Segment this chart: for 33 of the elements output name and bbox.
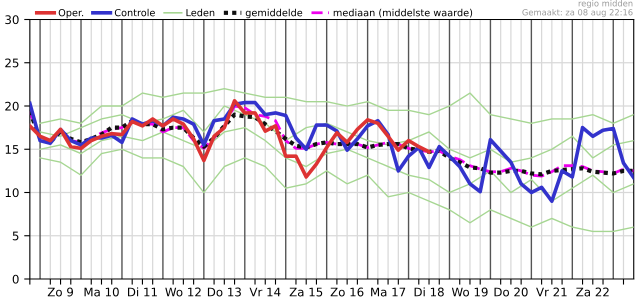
x-tick-label: Ma 10 [84,288,119,296]
x-tick-label: Wo 12 [165,288,201,296]
x-tick-label: Vr 21 [536,288,567,296]
y-tick-label: 15 [6,145,18,154]
legend-label: mediaan (middelste waarde) [334,8,472,18]
legend-label: Oper. [58,8,84,18]
x-tick-label: Zo 9 [48,288,74,296]
line-series [39,148,634,232]
y-tick-label: 20 [5,102,19,111]
x-tick-label: Di 18 [414,287,444,296]
x-tick-label: Do 13 [208,288,241,296]
y-tick-label: 25 [5,58,18,68]
y-tick-label: 30 [5,15,19,24]
y-tick-label: 10 [6,188,19,198]
x-tick-label: Do 20 [494,288,528,296]
text: Gemaakt: za 08 aug 22:16 [522,9,633,18]
legend-label: Leden [186,8,214,16]
x-tick-label: Zo 16 [330,288,364,296]
line-series [30,99,431,179]
x-tick-label: Ma 17 [371,288,406,296]
line-series [39,126,634,202]
y-tick-label: 0 [12,274,19,284]
y-tick-label: 5 [12,232,18,240]
text: regio midden [578,0,632,8]
x-tick-label: Wo 19 [452,288,488,296]
x-tick-label: Za 15 [290,288,322,296]
x-tick-label: Vr 14 [250,288,280,296]
x-tick-label: Za 22 [576,288,609,296]
x-tick-label: Di 11 [128,287,157,296]
line-series [39,105,634,163]
legend-label: Controle [114,8,155,16]
legend-label: gemiddelde [246,8,302,18]
line-series [39,88,634,124]
